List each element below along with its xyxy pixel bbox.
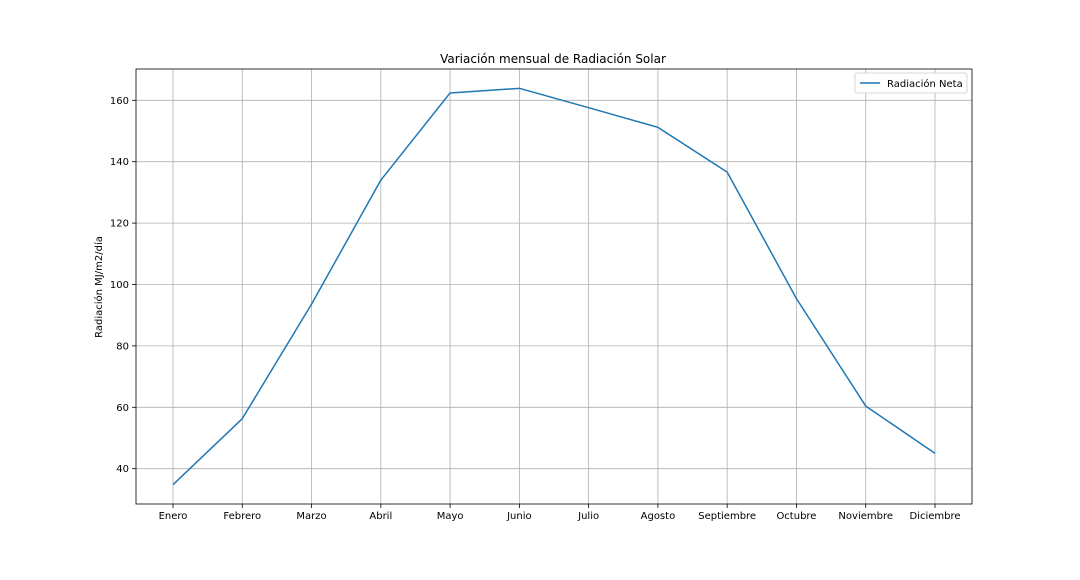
y-tick-label: 40 (116, 464, 129, 475)
y-tick-label: 60 (116, 403, 129, 414)
plot-area (172, 87, 936, 486)
legend-label: Radiación Neta (887, 78, 963, 90)
x-tick-label: Abril (369, 511, 392, 522)
y-tick-label: 160 (110, 96, 129, 107)
x-tick-label: Enero (159, 511, 188, 522)
series-line (172, 87, 936, 486)
x-tick-label: Noviembre (838, 511, 893, 522)
y-tick-label: 80 (116, 341, 129, 352)
x-tick-label: Agosto (641, 511, 676, 522)
y-axis-label: Radiación MJ/m2/día (93, 236, 105, 338)
axes-frame (135, 68, 973, 505)
y-tick-label: 120 (110, 219, 129, 230)
x-tick-label: Marzo (296, 511, 326, 522)
legend: Radiación Neta (854, 72, 968, 94)
x-tick-label: Octubre (776, 511, 816, 522)
legend-box (854, 72, 968, 94)
chart-title: Variación mensual de Radiación Solar (440, 52, 666, 66)
grid-lines (136, 69, 972, 504)
x-tick-label: Mayo (437, 511, 464, 522)
x-tick-label: Junio (506, 511, 532, 522)
y-tick-label: 100 (110, 280, 129, 291)
y-tick-label: 140 (110, 157, 129, 168)
x-tick-label: Diciembre (909, 511, 960, 522)
x-tick-label: Febrero (223, 511, 261, 522)
x-tick-label: Julio (577, 511, 599, 522)
axes: Enero Febrero Marzo Abril Mayo Junio Julio Agos… (110, 68, 973, 522)
x-tick-label: Septiembre (698, 511, 756, 522)
